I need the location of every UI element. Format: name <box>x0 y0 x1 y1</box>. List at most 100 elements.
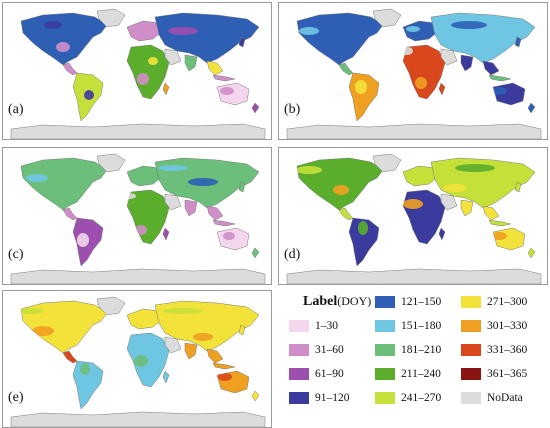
region-antarctica <box>286 268 542 284</box>
legend-swatch <box>461 392 481 404</box>
region-newZealand <box>251 247 260 259</box>
variation-patch <box>223 232 235 240</box>
legend-label: 61–90 <box>315 368 344 380</box>
region-newZealand <box>251 390 260 402</box>
legend-label: 301–330 <box>487 320 528 332</box>
variation-patch <box>137 73 149 85</box>
world-map-e <box>10 296 266 427</box>
variation-patch <box>355 80 367 94</box>
panel-label-b: (b) <box>283 102 302 117</box>
region-greenland <box>372 153 402 173</box>
legend-swatch <box>461 320 481 332</box>
legend-swatch <box>375 392 395 404</box>
region-greenland <box>372 8 402 28</box>
region-seAsia <box>206 205 224 221</box>
variation-patch <box>163 308 203 314</box>
region-seAsia <box>206 60 224 76</box>
legend-title-label: Label <box>303 294 338 309</box>
region-africa <box>126 44 170 100</box>
region-antarctica <box>10 123 266 139</box>
world-map-b <box>286 8 542 139</box>
legend-label: 1–30 <box>315 320 338 332</box>
variation-patch <box>333 185 349 195</box>
region-seAsia <box>482 205 500 221</box>
region-northAmerica <box>20 12 108 66</box>
region-centralAm <box>338 207 354 221</box>
region-indonesia <box>212 74 236 82</box>
region-india <box>460 54 474 72</box>
variation-patch <box>56 42 70 52</box>
variation-patch <box>148 57 158 65</box>
panel-label-c: (c) <box>7 247 25 262</box>
region-arabia <box>440 193 458 211</box>
region-japan <box>238 181 246 193</box>
legend-swatch <box>461 368 481 380</box>
variation-patch <box>218 373 232 381</box>
region-india <box>184 54 198 72</box>
legend-title: Label(DOY) <box>303 294 371 310</box>
map-panel-d: (d) <box>278 147 548 285</box>
region-africa <box>126 332 170 388</box>
region-arabia <box>440 48 458 66</box>
legend-label: 241–270 <box>401 392 442 404</box>
legend-swatch <box>375 344 395 356</box>
map-panel-e: (e) <box>2 290 272 428</box>
region-centralAm <box>338 62 354 76</box>
region-centralAm <box>62 350 78 364</box>
legend-label: 151–180 <box>401 320 442 332</box>
legend-title-unit: (DOY) <box>337 294 372 308</box>
region-southAmerica <box>348 72 380 122</box>
variation-patch <box>406 26 420 32</box>
region-antarctica <box>286 123 542 139</box>
legend-label: 271–300 <box>487 296 528 308</box>
panel-label-e: (e) <box>7 390 25 405</box>
legend-swatch <box>375 320 395 332</box>
region-arabia <box>164 193 182 211</box>
region-northAmerica <box>20 157 108 211</box>
region-arabia <box>164 336 182 354</box>
variation-patch <box>401 47 413 55</box>
region-centralAm <box>62 62 78 76</box>
region-asia <box>154 12 260 64</box>
panel-label-a: (a) <box>7 102 25 117</box>
region-greenland <box>96 8 126 28</box>
region-southAmerica <box>72 360 104 410</box>
variation-patch <box>32 326 54 336</box>
region-japan <box>238 36 246 48</box>
variation-patch <box>491 232 507 240</box>
legend-swatch <box>289 392 309 404</box>
variation-patch <box>220 87 234 95</box>
region-indonesia <box>488 219 512 227</box>
variation-patch <box>455 164 495 172</box>
region-japan <box>514 36 522 48</box>
region-seAsia <box>482 60 500 76</box>
legend-label: 181–210 <box>401 344 442 356</box>
region-asia <box>430 157 536 209</box>
region-japan <box>238 324 246 336</box>
legend-label: 331–360 <box>487 344 528 356</box>
legend-swatch <box>375 296 395 308</box>
region-madagascar <box>162 370 170 384</box>
world-map-a <box>10 8 266 139</box>
region-australia <box>216 227 250 251</box>
region-australia <box>216 82 250 106</box>
region-india <box>460 199 474 217</box>
region-newZealand <box>527 102 536 114</box>
variation-patch <box>299 27 319 35</box>
region-africa <box>402 44 446 100</box>
region-antarctica <box>10 268 266 284</box>
region-europe <box>402 165 440 187</box>
variation-patch <box>168 27 198 35</box>
variation-patch <box>415 77 427 89</box>
variation-patch <box>296 166 322 174</box>
region-northAmerica <box>296 157 384 211</box>
legend-swatch <box>375 368 395 380</box>
variation-patch <box>451 21 487 29</box>
variation-patch <box>80 363 90 375</box>
legend-swatch <box>289 344 309 356</box>
variation-patch <box>44 21 62 29</box>
region-madagascar <box>438 227 446 241</box>
variation-patch <box>491 87 507 95</box>
region-india <box>184 199 198 217</box>
region-india <box>184 342 198 360</box>
